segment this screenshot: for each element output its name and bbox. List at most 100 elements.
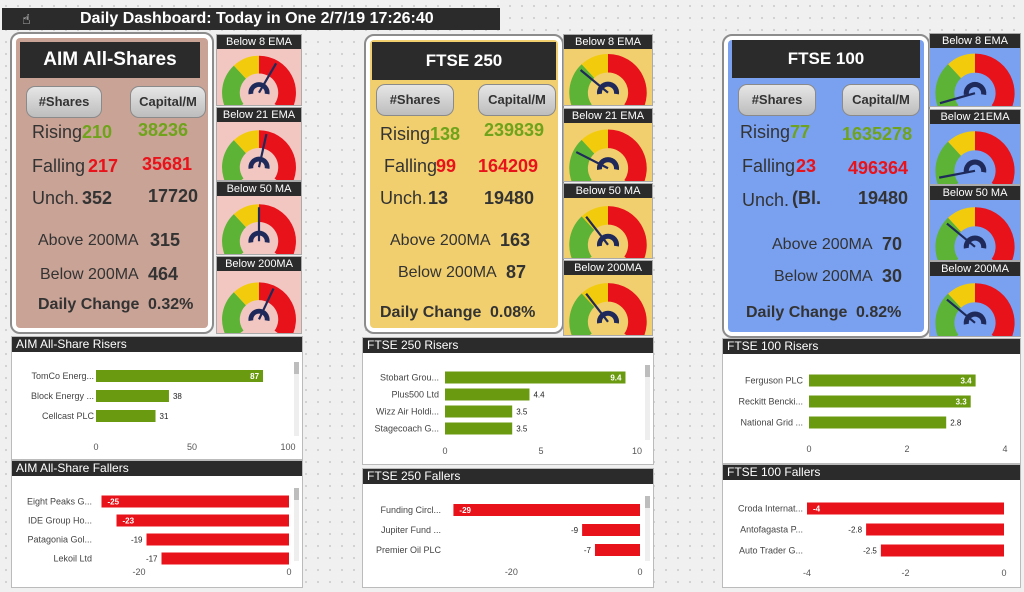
panel-title: AIM All-Share Fallers: [12, 461, 302, 476]
ftse250-unch-cap: 19480: [484, 188, 535, 208]
gauge-band-red: [608, 129, 647, 181]
gauge-band-green: [569, 139, 595, 181]
bar: [445, 405, 513, 418]
bar: [880, 544, 1004, 557]
ftse100-unch-shares: (Bl.: [792, 188, 821, 208]
bar: [445, 371, 626, 384]
bar-category-label: Jupiter Fund ...: [381, 525, 441, 535]
ftse250-card-title: FTSE 250: [372, 42, 556, 80]
ftse100-capital-button[interactable]: Capital/M: [842, 84, 920, 116]
bar-value-label: -2.8: [848, 526, 862, 535]
gauge-dial: [222, 130, 296, 180]
bar: [96, 390, 169, 402]
ftse250-below200-label: Below 200MA: [398, 264, 497, 281]
gauge-needle: [946, 222, 976, 248]
bar-value-label: -9: [571, 526, 579, 535]
gauge-band-green: [222, 214, 246, 254]
gauge-band-yellow: [948, 53, 975, 79]
ftse250-daily-change-label: Daily Change: [380, 304, 482, 321]
hand-pointer-icon[interactable]: ☝: [22, 11, 31, 27]
x-tick-label: 0: [286, 567, 291, 577]
bar-value-label: 3.5: [516, 408, 528, 417]
gauge-title: Below 21 EMA: [217, 108, 301, 122]
ftse100-daily-change-value: 0.82%: [856, 304, 902, 321]
bar-category-label: TomCo Energ...: [31, 371, 94, 381]
gauge-band-green: [569, 64, 595, 105]
ftse250-falling-shares: 99: [436, 156, 457, 176]
bar-category-label: Eight Peaks G...: [27, 497, 92, 507]
bar-value-label: -19: [131, 536, 143, 545]
ftse250-fallers-chart: Funding Circl... -29 Jupiter Fund ... -9 Pre…: [376, 496, 650, 577]
bar: [809, 374, 976, 387]
bar: [866, 523, 1004, 536]
ftse250-summary-card: FTSE 250 #Shares Capital/M Rising 138 23…: [364, 34, 564, 334]
x-tick-label: 0: [637, 567, 642, 577]
gauge-band-yellow: [233, 282, 259, 306]
bar: [101, 495, 289, 508]
gauge-hub: [248, 156, 270, 169]
bar-category-label: Wizz Air Holdi...: [376, 407, 439, 417]
bar-value-label: -23: [123, 517, 135, 526]
bar-value-label: -7: [584, 546, 592, 555]
ftse250-below200-value: 87: [506, 262, 527, 282]
ftse100-risers-chart: Ferguson PLC 3.4 Reckitt Bencki... 3.3 Natio…: [738, 374, 1008, 454]
bar-category-label: Ferguson PLC: [745, 376, 804, 386]
panel-title: FTSE 100 Fallers: [723, 465, 1020, 480]
bar-value-label: 38: [173, 392, 182, 401]
bar-value-label: -25: [108, 498, 120, 507]
aim-capital-button[interactable]: Capital/M: [130, 86, 206, 118]
gauge-band-green: [935, 64, 961, 106]
bar-category-label: Auto Trader G...: [739, 546, 803, 556]
gauge-dial: [222, 55, 296, 105]
ftse250-gauge-21ema: Below 21 EMA: [563, 108, 653, 182]
bar-value-label: -4: [813, 505, 821, 514]
ftse100-rising-shares: 77: [790, 122, 811, 142]
ftse250-rising-shares: 138: [430, 124, 461, 144]
gauge-needle: [258, 62, 278, 94]
gauge-title: Below 8 EMA: [930, 34, 1020, 48]
ftse250-rising-label: Rising: [380, 124, 431, 144]
ftse100-falling-cap: 496364: [848, 158, 909, 178]
x-tick-label: 0: [93, 442, 98, 452]
ftse100-shares-button[interactable]: #Shares: [738, 84, 816, 116]
bar: [96, 370, 264, 382]
ftse250-capital-button[interactable]: Capital/M: [478, 84, 556, 116]
aim-below200-value: 464: [148, 264, 179, 284]
ftse100-below200-value: 30: [882, 266, 903, 286]
bar: [809, 395, 971, 408]
gauge-dial: [569, 283, 647, 335]
aim-rising-cap: 38236: [138, 120, 189, 140]
aim-gauge-200ma: Below 200MA: [216, 256, 302, 334]
bar-category-label: Patagonia Gol...: [27, 535, 92, 545]
bar: [161, 552, 289, 565]
x-tick-label: -2: [901, 568, 909, 578]
ftse100-daily-change-label: Daily Change: [746, 304, 848, 321]
scrollbar-track: [645, 496, 650, 561]
x-tick-label: -20: [132, 567, 145, 577]
aim-shares-button[interactable]: #Shares: [26, 86, 102, 118]
panel-title: FTSE 100 Risers: [723, 339, 1020, 354]
bar: [116, 514, 289, 527]
ftse250-shares-button[interactable]: #Shares: [376, 84, 454, 116]
ftse250-fallers-panel: FTSE 250 Fallers Funding Circl... -29 Jupi…: [362, 468, 654, 588]
panel-title: FTSE 250 Fallers: [363, 469, 653, 484]
gauge-dial: [222, 282, 296, 333]
gauge-band-red: [975, 53, 1015, 106]
bar-value-label: 9.4: [610, 374, 622, 383]
bar: [445, 388, 530, 401]
gauge-needle: [575, 151, 609, 170]
bar-category-label: Lekoil Ltd: [53, 554, 92, 564]
bar-category-label: IDE Group Ho...: [28, 516, 92, 526]
bar-value-label: 3.5: [516, 425, 528, 434]
scrollbar-thumb: [645, 496, 650, 508]
aim-gauge-21ema: Below 21 EMA: [216, 107, 302, 181]
aim-gauge-8ema: Below 8 EMA: [216, 34, 302, 106]
ftse100-falling-shares: 23: [796, 156, 817, 176]
gauge-title: Below 50 MA: [930, 186, 1020, 200]
gauge-hub: [248, 82, 270, 95]
ftse100-gauge-21ema: Below 21EMA: [929, 109, 1021, 185]
aim-fallers-panel: AIM All-Share Fallers Eight Peaks G... -2…: [11, 460, 303, 588]
gauge-needle: [939, 92, 976, 105]
ftse100-gauge-50ma: Below 50 MA: [929, 185, 1021, 261]
scrollbar-thumb: [645, 365, 650, 377]
